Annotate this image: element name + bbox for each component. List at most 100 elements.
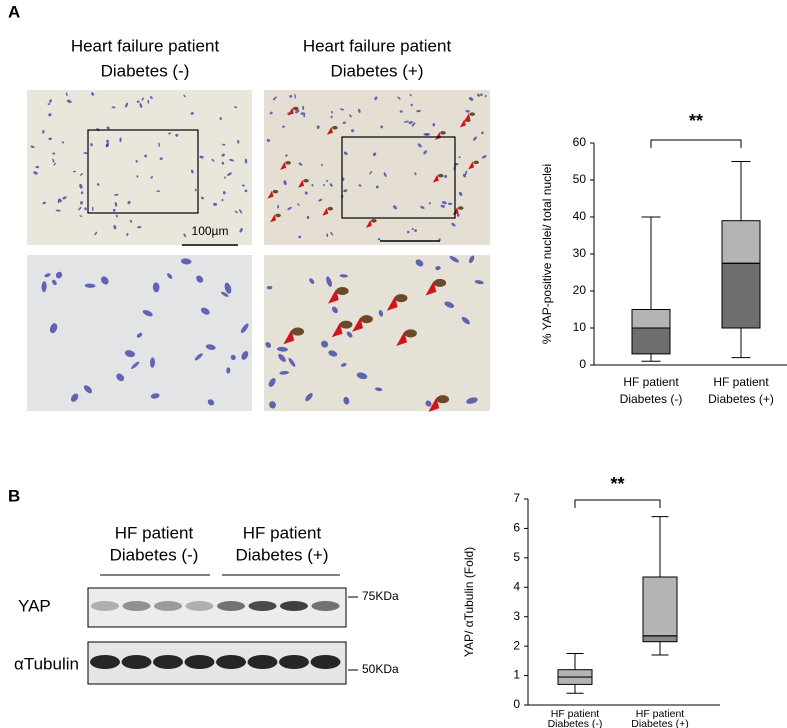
nucleus (111, 106, 116, 109)
band (185, 601, 214, 611)
nucleus (190, 111, 194, 115)
nucleus (331, 306, 338, 314)
x-tick-label: Diabetes (+) (708, 392, 774, 406)
nucleus (283, 180, 287, 185)
nucleus (49, 323, 58, 334)
y-tick-label: 7 (513, 491, 520, 505)
band (122, 601, 151, 611)
nucleus (80, 173, 83, 176)
y-tick-label: 60 (573, 135, 587, 149)
band (311, 601, 340, 611)
nucleus (449, 256, 460, 263)
nucleus (52, 279, 57, 286)
stained-nucleus (437, 173, 444, 178)
nucleus (244, 189, 248, 193)
nucleus (375, 387, 383, 392)
arrowhead (267, 190, 274, 199)
nucleus (346, 331, 353, 338)
nucleus (481, 155, 487, 159)
nucleus (285, 154, 288, 157)
nucleus (473, 136, 477, 141)
nucleus (411, 228, 414, 231)
nucleus (305, 393, 313, 402)
nucleus (322, 184, 326, 187)
image-title: Heart failure patient (71, 36, 220, 55)
nucleus (414, 172, 417, 176)
nucleus (150, 393, 160, 399)
arrowhead (283, 329, 295, 345)
nucleus (456, 213, 460, 217)
nucleus (190, 169, 194, 174)
nucleus (207, 399, 215, 406)
nucleus (200, 196, 205, 200)
nucleus (115, 214, 118, 218)
nucleus (96, 183, 100, 186)
nucleus (62, 196, 67, 200)
nucleus (196, 275, 204, 283)
nucleus (224, 176, 226, 179)
box-upper (557, 669, 593, 678)
nucleus (150, 357, 155, 368)
nucleus (159, 157, 163, 160)
nucleus (266, 139, 271, 142)
nucleus (279, 370, 290, 375)
nucleus (238, 209, 243, 214)
y-tick-label: 40 (573, 209, 587, 223)
nucleus (78, 206, 82, 211)
arrowhead (425, 281, 437, 296)
nucleus (414, 229, 418, 232)
y-tick-label: 10 (573, 320, 587, 334)
band (216, 655, 246, 669)
nucleus (183, 233, 187, 238)
nucleus (100, 276, 109, 285)
nucleus (300, 112, 306, 115)
x-tick-label: HF patient (713, 375, 769, 389)
arrowhead (280, 161, 287, 170)
nucleus (432, 123, 436, 127)
nucleus (84, 283, 96, 288)
nucleus (447, 202, 453, 206)
nucleus (48, 137, 52, 141)
nucleus (481, 131, 484, 135)
nucleus (328, 350, 338, 357)
significance-bracket (650, 139, 742, 148)
y-tick-label: 3 (513, 609, 520, 623)
nucleus (339, 274, 348, 278)
arrowhead (270, 214, 277, 223)
band (279, 655, 309, 669)
nucleus (194, 353, 203, 361)
stained-nucleus (332, 125, 338, 130)
nucleus (80, 201, 84, 205)
x-tick-label: Diabetes (+) (631, 718, 688, 728)
nucleus (158, 142, 160, 147)
nucleus (106, 139, 109, 143)
y-tick-label: 1 (513, 668, 520, 682)
nucleus (311, 183, 314, 187)
nucleus (343, 189, 348, 193)
y-tick-label: 0 (513, 697, 520, 711)
nucleus (90, 143, 93, 147)
nucleus (219, 117, 222, 120)
nucleus (126, 233, 129, 236)
box-lower (642, 635, 678, 643)
stained-nucleus (371, 219, 377, 223)
nucleus (136, 100, 140, 103)
nucleus (94, 231, 98, 236)
nucleus (66, 99, 72, 104)
band (153, 655, 183, 669)
nucleus (52, 158, 55, 163)
box-lower (557, 676, 593, 685)
cells (30, 92, 487, 412)
nucleus (302, 105, 305, 110)
x-tick-label: Diabetes (-) (620, 392, 683, 406)
y-tick-label: 30 (573, 246, 587, 260)
nucleus (227, 172, 232, 176)
nucleus (350, 129, 355, 133)
image-title: Diabetes (+) (330, 61, 423, 80)
panel-label: B (8, 486, 20, 505)
nucleus (464, 170, 468, 176)
nucleus (375, 185, 379, 189)
nucleus (326, 276, 332, 287)
nucleus (318, 198, 323, 202)
nucleus (266, 286, 273, 290)
